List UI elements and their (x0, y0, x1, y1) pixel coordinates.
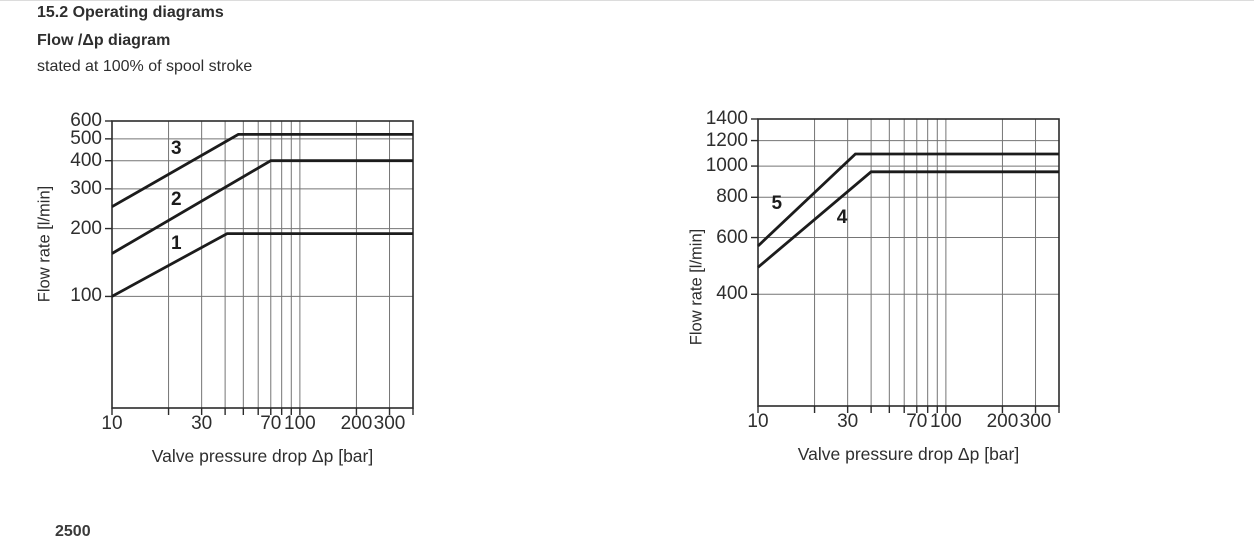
plot-area (751, 118, 1060, 413)
diagram-title: Flow /Δp diagram (37, 32, 171, 49)
x-axis-title: Valve pressure drop Δp [bar] (797, 444, 1020, 464)
x-tick-label-300: 300 (373, 413, 406, 434)
curve-label-1: 1 (171, 233, 182, 255)
curve-label-5: 5 (771, 193, 783, 215)
top-divider (0, 0, 1254, 1)
y-tick-label-600: 600 (716, 226, 748, 248)
y-tick-label-1200: 1200 (705, 129, 748, 151)
y-tick-label-500: 500 (70, 127, 102, 149)
x-tick-label-100: 100 (930, 411, 962, 432)
x-tick-label-30: 30 (191, 413, 213, 434)
flow-dp-chart-left: 1 2 3 10 30 70 100 200 300 100 200 300 400 500 600 Valv… (36, 110, 414, 466)
x-tick-label-300: 300 (1019, 411, 1052, 432)
y-tick-label-800: 800 (716, 186, 748, 208)
curve-1 (111, 232, 413, 298)
curve-4 (757, 170, 1059, 269)
x-tick-label-30: 30 (837, 411, 859, 432)
y-tick-label-1400: 1400 (705, 108, 748, 129)
diagram-subtitle: stated at 100% of spool stroke (37, 58, 253, 75)
x-tick-label-70: 70 (260, 413, 282, 434)
curve-label-2: 2 (171, 188, 182, 210)
chart-frame (757, 118, 1060, 407)
chart-frame (111, 120, 414, 409)
x-tick-label-70: 70 (906, 411, 928, 432)
x-tick-label-100: 100 (284, 413, 316, 434)
y-tick-label-1000: 1000 (705, 155, 748, 177)
x-tick-label-10: 10 (747, 411, 769, 432)
x-tick-label-200: 200 (340, 413, 373, 434)
page-number-partial: 2500 (55, 523, 91, 540)
curve-5 (757, 152, 1059, 248)
y-tick-label-400: 400 (70, 149, 102, 171)
flow-dp-chart-right: 4 5 10 30 70 100 200 300 400 600 800 1000 1200 1400 Va… (688, 108, 1060, 464)
x-axis-title: Valve pressure drop Δp [bar] (151, 446, 374, 466)
curve-label-4: 4 (836, 206, 848, 228)
curve-2 (111, 159, 413, 255)
y-tick-label-200: 200 (70, 217, 102, 239)
x-tick-label-200: 200 (986, 411, 1019, 432)
section-title: 15.2 Operating diagrams (37, 4, 224, 21)
y-tick-label-300: 300 (70, 177, 102, 199)
y-tick-label-100: 100 (70, 285, 102, 307)
curve-3 (111, 132, 413, 208)
y-tick-label-600: 600 (70, 110, 102, 131)
x-tick-label-10: 10 (101, 413, 123, 434)
plot-area (105, 120, 414, 415)
y-axis-title: Flow rate [l/min] (687, 228, 706, 346)
y-axis-title: Flow rate [l/min] (35, 185, 54, 303)
y-tick-label-400: 400 (716, 283, 748, 305)
curve-label-3: 3 (171, 137, 182, 159)
